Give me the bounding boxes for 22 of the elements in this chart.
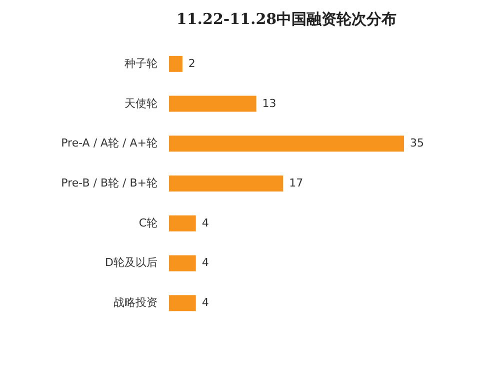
bar	[169, 136, 404, 152]
data-label: 4	[202, 296, 209, 310]
y-tick-label: D轮及以后	[105, 256, 158, 270]
chart-title: 11.22-11.28中国融资轮次分布	[176, 10, 397, 28]
data-label: 13	[262, 96, 276, 110]
bar	[169, 295, 196, 312]
bar	[169, 255, 196, 272]
y-tick-label: Pre-A / A轮 / A+轮	[61, 136, 158, 150]
data-label: 17	[289, 176, 304, 190]
bar	[169, 176, 284, 192]
bar	[169, 215, 196, 232]
y-tick-label: C轮	[138, 216, 158, 230]
y-tick-label: Pre-B / B轮 / B+轮	[61, 176, 158, 190]
data-label: 4	[202, 256, 209, 270]
data-label: 35	[410, 136, 424, 150]
bar	[169, 56, 182, 72]
bar	[169, 96, 256, 112]
y-tick-label: 战略投资	[114, 296, 158, 310]
data-label: 4	[202, 216, 209, 230]
y-tick-label: 种子轮	[124, 56, 158, 70]
y-tick-label: 天使轮	[124, 96, 158, 110]
data-label: 2	[188, 56, 196, 70]
